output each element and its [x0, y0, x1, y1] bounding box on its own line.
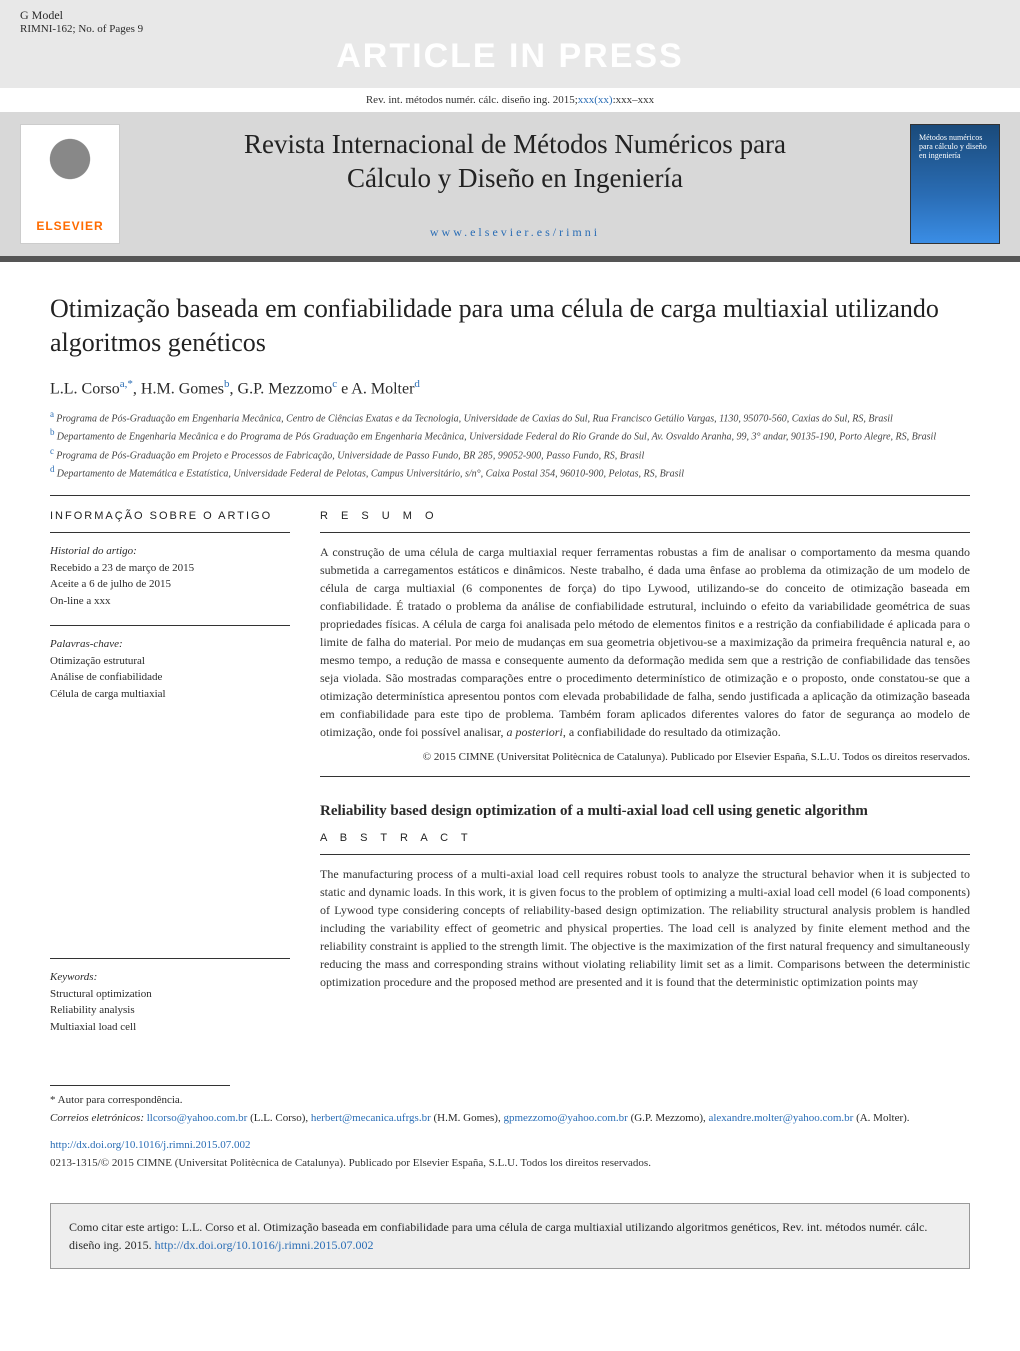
elsevier-tree-icon [35, 135, 105, 215]
affiliation-line: a Programa de Pós-Graduação em Engenhari… [50, 408, 970, 426]
cite-doi-link[interactable]: http://dx.doi.org/10.1016/j.rimni.2015.0… [155, 1238, 374, 1252]
keyword-en: Structural optimization [50, 986, 290, 1003]
keyword-pt: Análise de confiabilidade [50, 669, 290, 686]
author-affil-marker: c [332, 378, 337, 390]
footer-rule [50, 1085, 230, 1086]
resumo-italic: a posteriori [506, 725, 562, 739]
journal-title-line2: Cálculo y Diseño en Ingeniería [136, 162, 894, 196]
article-history: Historial do artigo: Recebido a 23 de ma… [50, 543, 290, 609]
keyword-pt: Otimização estrutural [50, 653, 290, 670]
keyword-pt: Célula de carga multiaxial [50, 686, 290, 703]
resumo-heading: R E S U M O [320, 510, 970, 522]
resumo-body: A construção de uma célula de carga mult… [320, 545, 970, 739]
author-affil-marker: b [224, 378, 230, 390]
author-email-link[interactable]: herbert@mecanica.ufrgs.br [311, 1112, 431, 1124]
english-title: Reliability based design optimization of… [320, 801, 970, 822]
aip-banner: ARTICLE IN PRESS [20, 35, 1000, 84]
history-label: Historial do artigo: [50, 543, 290, 560]
elsevier-logo-text: ELSEVIER [36, 219, 103, 233]
author-affil-marker: d [414, 378, 420, 390]
keywords-pt-label: Palavras-chave: [50, 636, 290, 653]
gmodel-id: RIMNI-162; No. of Pages 9 [20, 23, 143, 35]
rule-abstract-top [320, 854, 970, 855]
authors-list: L.L. Corsoa,*, H.M. Gomesb, G.P. Mezzomo… [50, 378, 970, 398]
rule-after-affiliations [50, 495, 970, 496]
article-info-heading: INFORMAÇÃO SOBRE O ARTIGO [50, 510, 290, 522]
affiliation-line: d Departamento de Matemática e Estatísti… [50, 463, 970, 481]
author-email-link[interactable]: gpmezzomo@yahoo.com.br [503, 1112, 627, 1124]
rule-info-mid [50, 625, 290, 626]
abstract-text: The manufacturing process of a multi-axi… [320, 865, 970, 991]
author-affil-marker: a,* [120, 378, 133, 390]
affiliation-line: b Departamento de Engenharia Mecânica e … [50, 426, 970, 444]
citation-line: Rev. int. métodos numér. cálc. diseño in… [0, 88, 1020, 112]
resumo-copyright: © 2015 CIMNE (Universitat Politècnica de… [320, 749, 970, 766]
keywords-pt-block: Palavras-chave: Otimização estrutural An… [50, 636, 290, 702]
resumo-tail: , a confiabilidade do resultado da otimi… [563, 725, 781, 739]
resumo-text: A construção de uma célula de carga mult… [320, 543, 970, 741]
keyword-en: Multiaxial load cell [50, 1019, 290, 1036]
citation-vol: xxx(xx) [578, 94, 613, 106]
journal-title-line1: Revista Internacional de Métodos Numéric… [136, 128, 894, 162]
how-to-cite-box: Como citar este artigo: L.L. Corso et al… [50, 1203, 970, 1269]
journal-homepage-link[interactable]: www.elsevier.es/rimni [136, 225, 894, 240]
footer-correspondence: * Autor para correspondência. Correios e… [0, 1071, 1020, 1182]
keywords-en-label: Keywords: [50, 969, 290, 986]
keyword-en: Reliability analysis [50, 1002, 290, 1019]
article-title: Otimização baseada em confiabilidade par… [50, 292, 970, 360]
rule-keywords-en [50, 958, 290, 959]
citation-prefix: Rev. int. métodos numér. cálc. diseño in… [366, 94, 578, 106]
keywords-en-block: Keywords: Structural optimization Reliab… [50, 969, 290, 1035]
citation-pages: :xxx–xxx [613, 94, 655, 106]
history-received: Recebido a 23 de março de 2015 [50, 560, 290, 577]
gmodel-label: G Model [20, 8, 143, 23]
rule-info-top [50, 532, 290, 533]
emails-line: Correios eletrónicos: llcorso@yahoo.com.… [50, 1110, 970, 1128]
rule-resumo-top [320, 532, 970, 533]
journal-cover-thumbnail[interactable]: Métodos numéricos para cálculo y diseño … [910, 124, 1000, 244]
abstract-heading: A B S T R A C T [320, 832, 970, 844]
corresponding-author-note: * Autor para correspondência. [50, 1092, 970, 1110]
affiliation-line: c Programa de Pós-Graduação em Projeto e… [50, 445, 970, 463]
issn-copyright-line: 0213-1315/© 2015 CIMNE (Universitat Poli… [50, 1155, 970, 1173]
history-online: On-line a xxx [50, 593, 290, 610]
author-email-link[interactable]: llcorso@yahoo.com.br [147, 1112, 248, 1124]
doi-link[interactable]: http://dx.doi.org/10.1016/j.rimni.2015.0… [50, 1139, 251, 1151]
history-accepted: Aceite a 6 de julho de 2015 [50, 576, 290, 593]
emails-label: Correios eletrónicos: [50, 1112, 144, 1124]
author-email-link[interactable]: alexandre.molter@yahoo.com.br [708, 1112, 853, 1124]
rule-resumo-bottom [320, 776, 970, 777]
affiliations: a Programa de Pós-Graduação em Engenhari… [50, 408, 970, 481]
elsevier-logo[interactable]: ELSEVIER [20, 124, 120, 244]
journal-header: ELSEVIER Revista Internacional de Método… [0, 112, 1020, 256]
article-in-press-header: G Model RIMNI-162; No. of Pages 9 ARTICL… [0, 0, 1020, 88]
